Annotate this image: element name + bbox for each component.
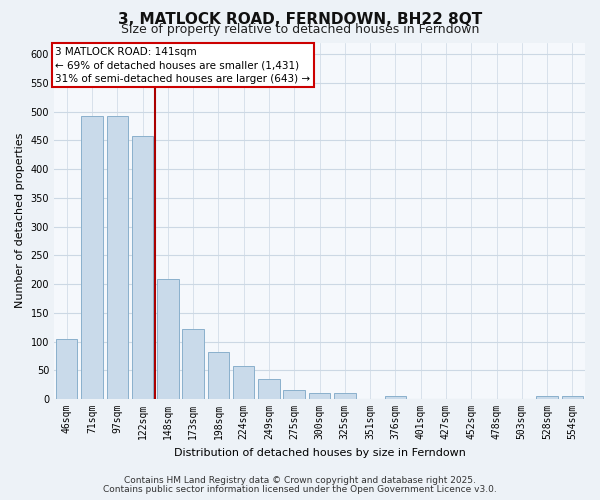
Bar	[56, 338, 77, 399]
Bar	[536, 396, 558, 399]
X-axis label: Distribution of detached houses by size in Ferndown: Distribution of detached houses by size …	[173, 448, 466, 458]
Y-axis label: Number of detached properties: Number of detached properties	[15, 133, 25, 308]
Bar	[562, 396, 583, 399]
Bar	[283, 390, 305, 399]
Bar	[208, 352, 229, 399]
Text: 3, MATLOCK ROAD, FERNDOWN, BH22 8QT: 3, MATLOCK ROAD, FERNDOWN, BH22 8QT	[118, 12, 482, 28]
Bar	[107, 116, 128, 399]
Bar	[385, 396, 406, 399]
Bar	[309, 394, 330, 399]
Bar	[334, 394, 356, 399]
Bar	[157, 280, 179, 399]
Text: Contains HM Land Registry data © Crown copyright and database right 2025.: Contains HM Land Registry data © Crown c…	[124, 476, 476, 485]
Text: Contains public sector information licensed under the Open Government Licence v3: Contains public sector information licen…	[103, 485, 497, 494]
Text: 3 MATLOCK ROAD: 141sqm
← 69% of detached houses are smaller (1,431)
31% of semi-: 3 MATLOCK ROAD: 141sqm ← 69% of detached…	[55, 47, 310, 84]
Bar	[258, 379, 280, 399]
Bar	[233, 366, 254, 399]
Bar	[132, 136, 153, 399]
Bar	[182, 329, 204, 399]
Bar	[81, 116, 103, 399]
Text: Size of property relative to detached houses in Ferndown: Size of property relative to detached ho…	[121, 24, 479, 36]
